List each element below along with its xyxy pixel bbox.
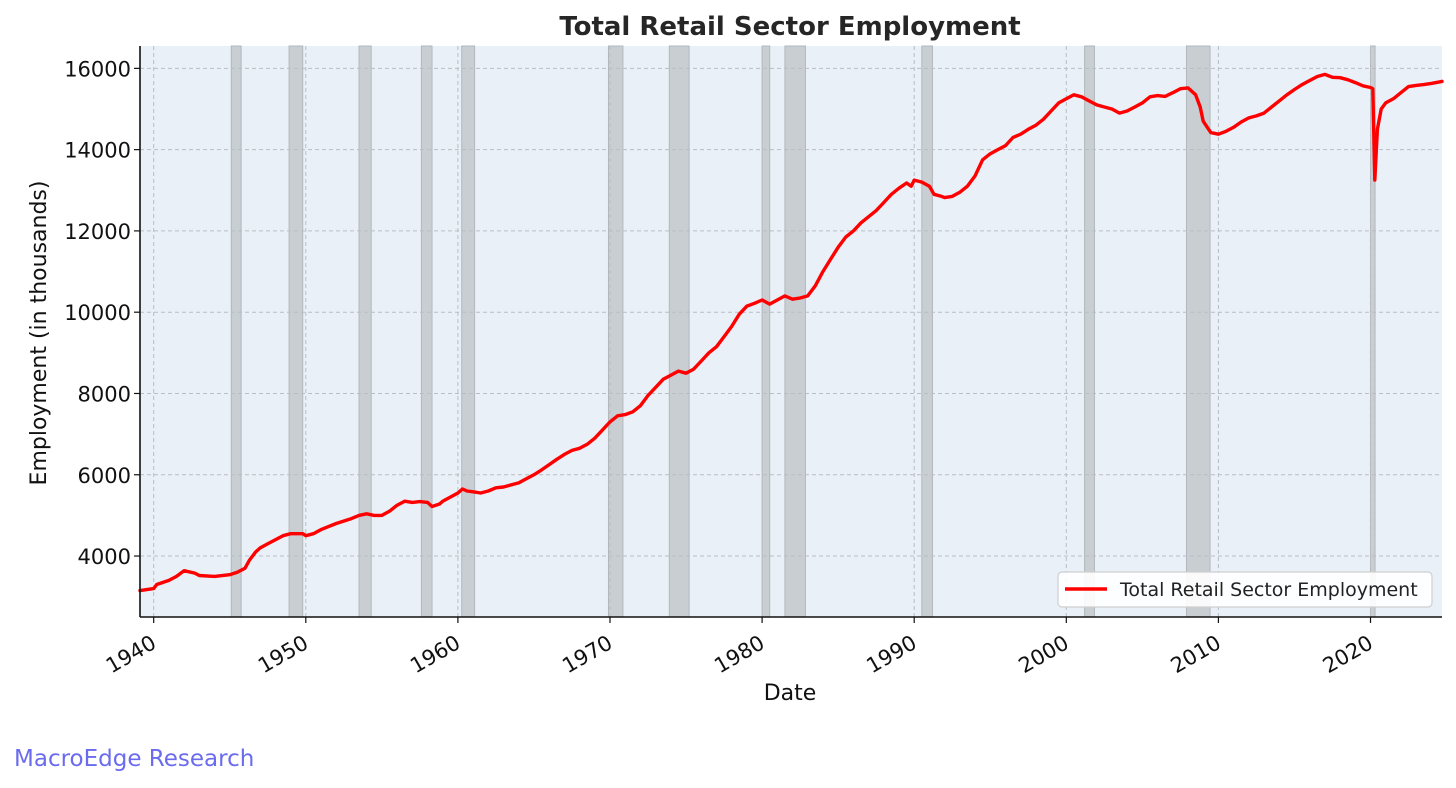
- recession-band: [921, 45, 933, 618]
- x-tick-label: 1940: [102, 631, 160, 679]
- x-tick-label: 1990: [862, 631, 920, 679]
- x-tick-label: 1970: [558, 631, 616, 679]
- y-axis-label: Employment (in thousands): [27, 181, 52, 486]
- x-tick-label: 1980: [710, 631, 768, 679]
- y-axis-ticks: 4000 6000 8000 10000 12000 14000 16000: [64, 57, 140, 569]
- x-tick-label: 2020: [1319, 631, 1377, 679]
- x-tick-label: 1950: [254, 631, 312, 679]
- recession-band: [784, 45, 806, 618]
- x-axis-label: Date: [764, 681, 817, 706]
- y-tick-label: 10000: [64, 301, 131, 325]
- x-axis-ticks: 1940 1950 1960 1970 1980 1990 2000 2010 2020: [102, 617, 1377, 678]
- y-tick-label: 8000: [78, 382, 131, 406]
- y-tick-label: 4000: [78, 545, 131, 569]
- x-tick-label: 2000: [1015, 631, 1073, 679]
- recession-band: [288, 45, 304, 618]
- recession-band: [461, 45, 476, 618]
- y-tick-label: 6000: [78, 464, 131, 488]
- y-tick-label: 16000: [64, 57, 131, 81]
- recession-band: [1084, 45, 1095, 618]
- recession-band: [761, 45, 771, 618]
- recession-band: [668, 45, 690, 618]
- x-tick-label: 1960: [406, 631, 464, 679]
- y-tick-label: 12000: [64, 220, 131, 244]
- series-line-retail-employment: [138, 72, 1444, 593]
- recession-band: [420, 45, 433, 618]
- legend: Total Retail Sector Employment: [1057, 571, 1433, 608]
- axes: [139, 46, 1442, 618]
- recession-band: [607, 45, 624, 618]
- legend-box: [1057, 571, 1433, 608]
- gridlines: [140, 46, 1442, 617]
- recession-band: [230, 45, 242, 618]
- chart-title: Total Retail Sector Employment: [559, 12, 1020, 42]
- recession-band: [358, 45, 372, 618]
- x-tick-label: 2010: [1167, 631, 1225, 679]
- watermark: MacroEdge Research: [14, 746, 255, 772]
- y-tick-label: 14000: [64, 139, 131, 163]
- recession-band: [1185, 45, 1211, 618]
- legend-label: Total Retail Sector Employment: [1119, 579, 1418, 601]
